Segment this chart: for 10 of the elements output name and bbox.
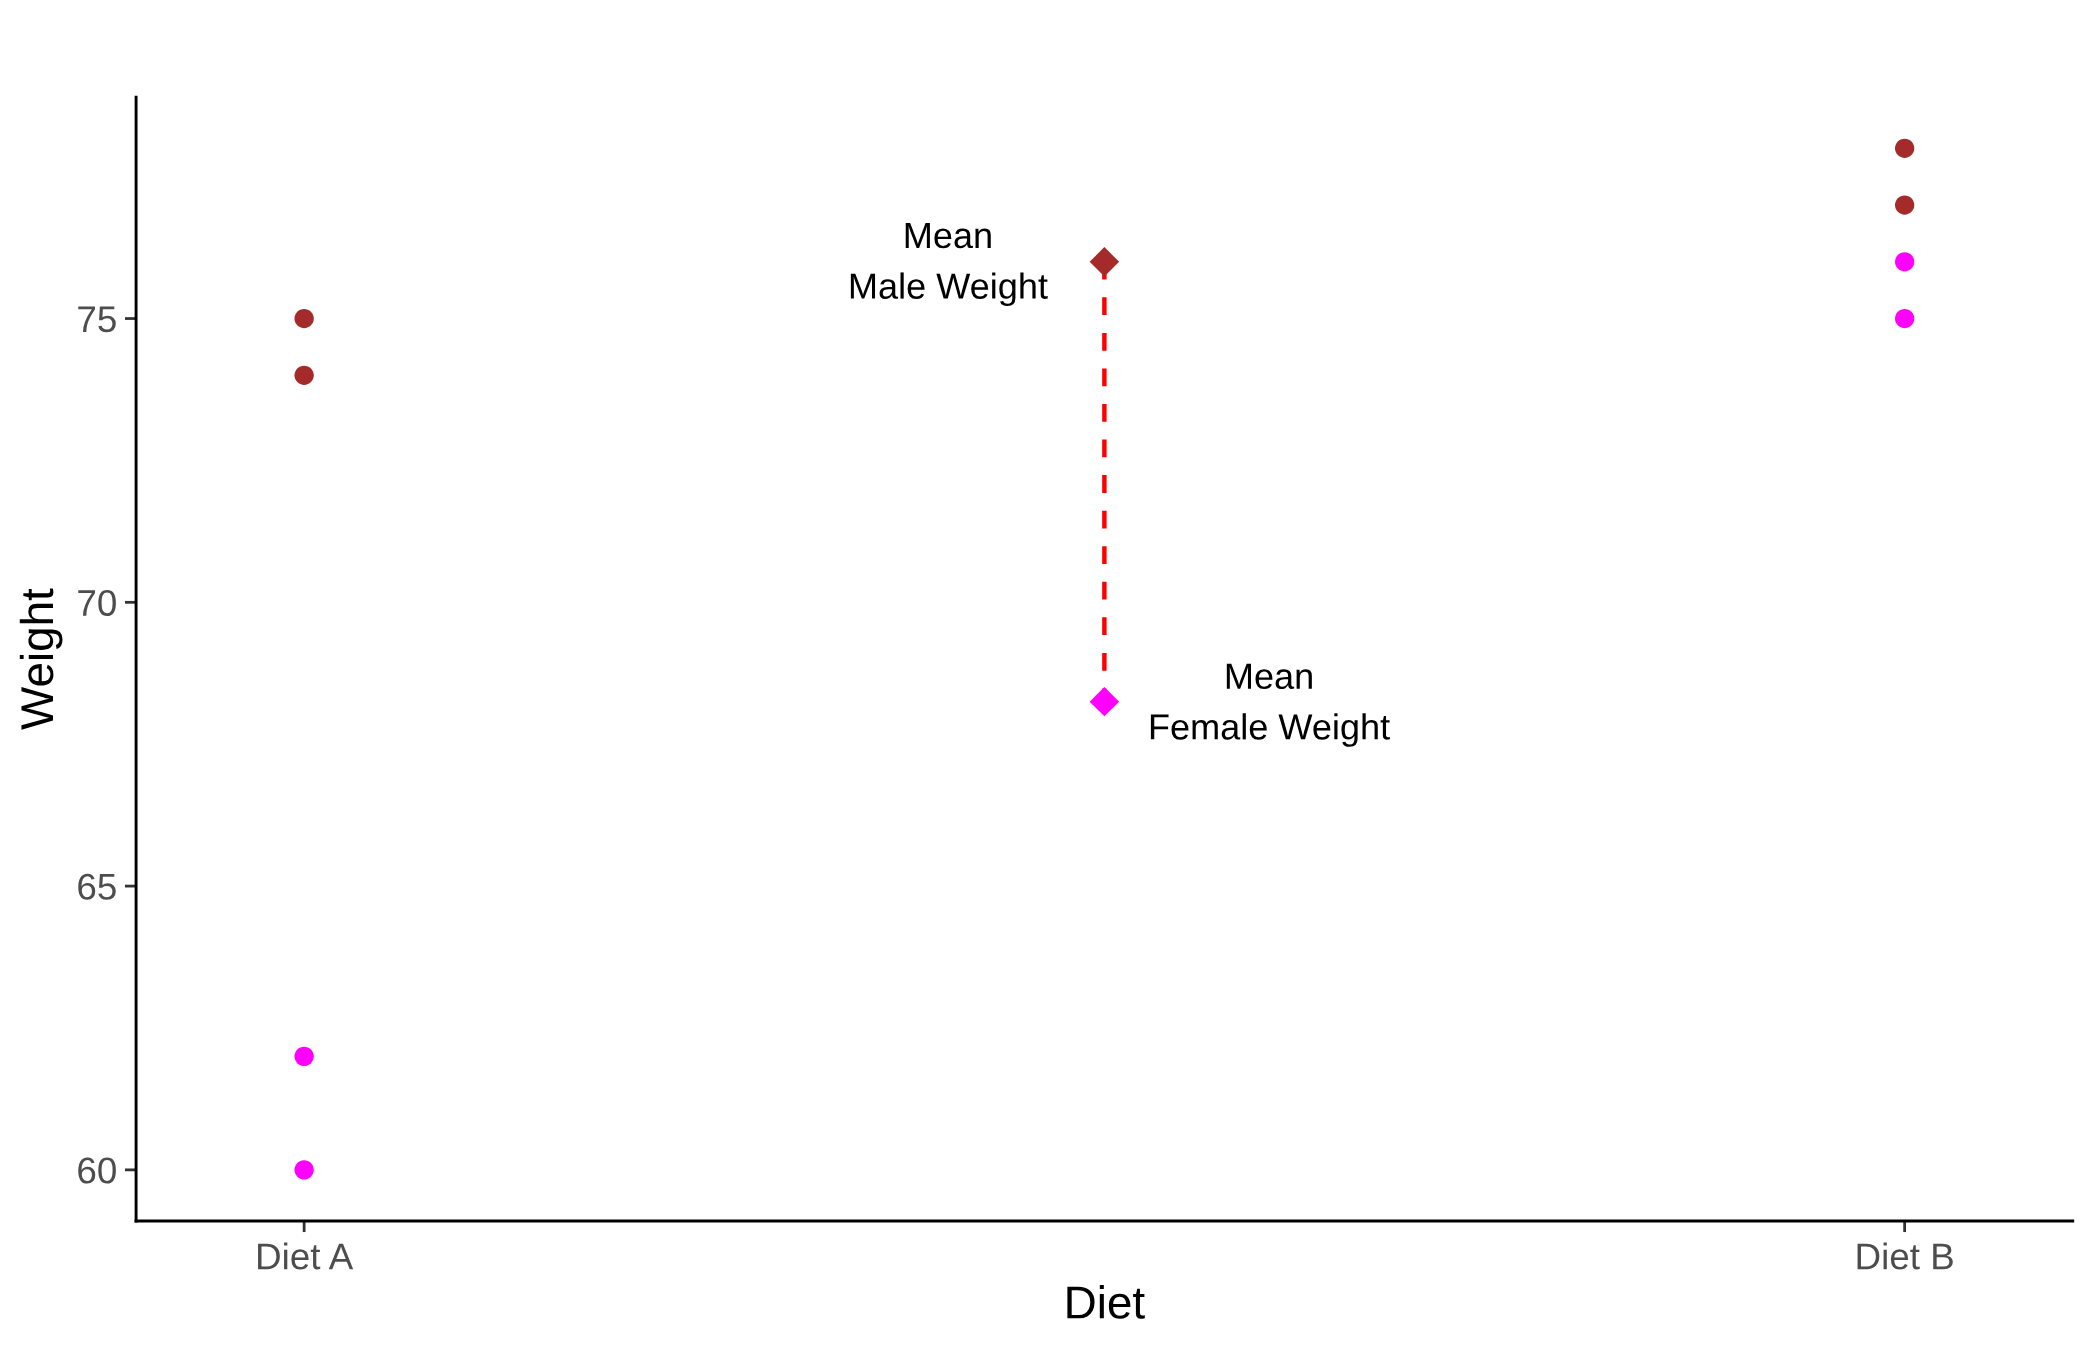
annotation: Mean Female Weight (1150, 663, 1390, 747)
x-tick-label: Diet B (1857, 1242, 1953, 1270)
y-axis-title: Weight (19, 588, 63, 730)
y-tick-label: 70 (78, 589, 116, 617)
y-tick-label: 75 (78, 306, 116, 333)
y-tick-label: 65 (78, 873, 116, 900)
x-tick-label: Diet A (258, 1242, 354, 1270)
y-tick-label: 60 (78, 1157, 116, 1184)
x-axis-title: Diet (1067, 1285, 1145, 1319)
annotation: Mean Male Weight (850, 223, 1048, 307)
